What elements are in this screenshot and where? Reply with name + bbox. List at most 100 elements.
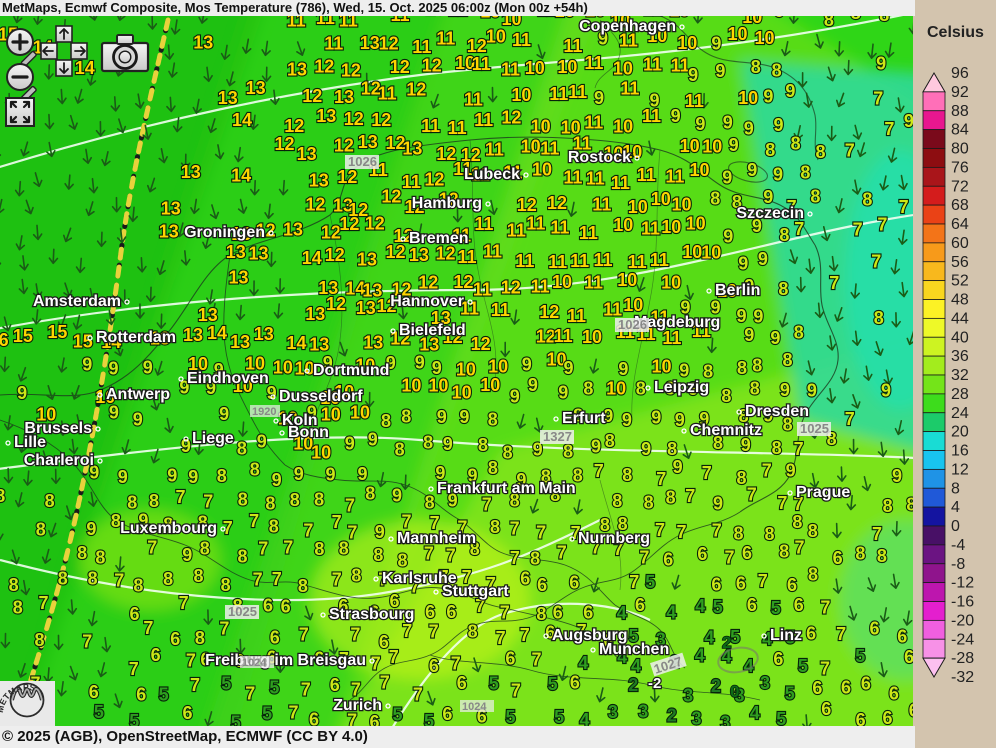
svg-text:7: 7 xyxy=(702,463,712,483)
svg-text:8: 8 xyxy=(636,378,646,398)
svg-text:11: 11 xyxy=(324,34,343,54)
svg-text:11: 11 xyxy=(567,306,586,326)
svg-text:11: 11 xyxy=(473,280,492,300)
svg-text:8: 8 xyxy=(503,442,513,462)
svg-text:6: 6 xyxy=(446,602,456,622)
svg-text:8: 8 xyxy=(765,524,775,544)
svg-text:6: 6 xyxy=(553,602,563,622)
svg-text:12: 12 xyxy=(422,55,442,75)
svg-text:5: 5 xyxy=(798,656,808,676)
svg-text:36: 36 xyxy=(951,348,969,365)
svg-text:10: 10 xyxy=(617,270,637,290)
svg-text:6: 6 xyxy=(170,629,180,649)
svg-text:6: 6 xyxy=(773,649,783,669)
svg-text:Frankfurt am Main: Frankfurt am Main xyxy=(437,480,576,497)
svg-text:7: 7 xyxy=(871,252,881,272)
svg-text:7: 7 xyxy=(283,537,293,557)
svg-text:4: 4 xyxy=(578,653,588,673)
svg-text:Antwerp: Antwerp xyxy=(106,386,170,403)
svg-text:10: 10 xyxy=(651,189,671,209)
svg-text:8: 8 xyxy=(874,308,884,328)
svg-text:Hamburg: Hamburg xyxy=(412,195,482,212)
svg-text:13: 13 xyxy=(183,325,203,345)
svg-text:15: 15 xyxy=(13,326,33,346)
svg-text:8: 8 xyxy=(250,460,260,480)
svg-text:6: 6 xyxy=(569,572,579,592)
svg-text:7: 7 xyxy=(301,680,311,700)
svg-text:-4: -4 xyxy=(951,537,965,554)
svg-text:7: 7 xyxy=(332,512,342,532)
svg-text:8: 8 xyxy=(45,491,55,511)
svg-text:13: 13 xyxy=(297,144,317,164)
svg-text:7: 7 xyxy=(258,539,268,559)
svg-text:5: 5 xyxy=(506,707,516,727)
svg-text:6: 6 xyxy=(429,656,439,676)
svg-text:9: 9 xyxy=(167,465,177,485)
svg-text:9: 9 xyxy=(528,375,538,395)
svg-text:7: 7 xyxy=(820,659,830,679)
svg-text:8: 8 xyxy=(779,542,789,562)
svg-text:8: 8 xyxy=(752,356,762,376)
svg-text:5: 5 xyxy=(262,703,272,723)
svg-text:9: 9 xyxy=(737,306,747,326)
svg-text:11: 11 xyxy=(584,53,603,73)
svg-text:8: 8 xyxy=(395,439,405,459)
svg-text:11: 11 xyxy=(637,165,656,185)
svg-text:8: 8 xyxy=(644,492,654,512)
svg-text:12: 12 xyxy=(386,242,406,262)
svg-text:Charleroi: Charleroi xyxy=(24,452,94,469)
svg-text:7: 7 xyxy=(677,522,687,542)
svg-text:11: 11 xyxy=(642,106,661,126)
svg-text:Rostock: Rostock xyxy=(568,149,631,166)
svg-text:7: 7 xyxy=(511,680,521,700)
svg-text:7: 7 xyxy=(685,486,695,506)
svg-text:12: 12 xyxy=(379,33,399,53)
svg-text:12: 12 xyxy=(365,213,385,233)
svg-text:12: 12 xyxy=(390,57,410,77)
svg-text:12: 12 xyxy=(305,194,325,214)
svg-text:7: 7 xyxy=(873,88,883,108)
svg-text:11: 11 xyxy=(594,250,613,270)
svg-text:7: 7 xyxy=(795,538,805,558)
svg-text:68: 68 xyxy=(951,197,969,214)
svg-text:7: 7 xyxy=(853,220,863,240)
svg-text:8: 8 xyxy=(710,189,720,209)
svg-text:-24: -24 xyxy=(951,631,974,648)
svg-text:12: 12 xyxy=(275,134,295,154)
svg-text:10: 10 xyxy=(613,116,633,136)
svg-text:7: 7 xyxy=(777,493,787,513)
svg-text:1327: 1327 xyxy=(543,429,572,444)
svg-text:5: 5 xyxy=(730,627,740,647)
svg-text:15: 15 xyxy=(47,322,67,342)
svg-text:10: 10 xyxy=(755,28,775,48)
svg-text:-8: -8 xyxy=(951,556,965,573)
svg-text:40: 40 xyxy=(951,329,969,346)
svg-text:-32: -32 xyxy=(951,669,974,686)
svg-text:32: 32 xyxy=(951,367,969,384)
svg-text:6: 6 xyxy=(270,627,280,647)
svg-text:8: 8 xyxy=(530,548,540,568)
svg-text:8: 8 xyxy=(862,190,872,210)
svg-text:28: 28 xyxy=(951,386,969,403)
svg-text:Bonn: Bonn xyxy=(288,424,329,441)
svg-text:11: 11 xyxy=(402,172,421,192)
svg-text:13: 13 xyxy=(246,78,266,98)
svg-text:9: 9 xyxy=(368,430,378,450)
svg-text:0: 0 xyxy=(730,682,739,701)
svg-text:8: 8 xyxy=(238,547,248,567)
svg-text:9: 9 xyxy=(651,407,661,427)
svg-text:6: 6 xyxy=(442,704,452,724)
svg-text:13: 13 xyxy=(309,335,329,355)
svg-text:9: 9 xyxy=(785,81,795,101)
svg-text:10: 10 xyxy=(628,197,648,217)
svg-text:9: 9 xyxy=(510,387,520,407)
svg-text:6: 6 xyxy=(379,632,389,652)
svg-text:9: 9 xyxy=(522,354,532,374)
svg-text:4: 4 xyxy=(695,596,705,616)
svg-text:6: 6 xyxy=(457,673,467,693)
svg-text:Stuttgart: Stuttgart xyxy=(442,583,509,600)
svg-text:15: 15 xyxy=(0,25,18,45)
svg-text:60: 60 xyxy=(951,235,969,252)
svg-text:6: 6 xyxy=(883,708,893,728)
svg-text:7: 7 xyxy=(836,624,846,644)
